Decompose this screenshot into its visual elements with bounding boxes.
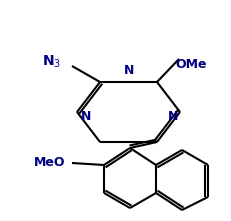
- Text: N: N: [168, 109, 178, 122]
- Text: OMe: OMe: [175, 59, 207, 72]
- Text: N: N: [124, 65, 134, 78]
- Text: MeO: MeO: [34, 156, 66, 170]
- Text: N: N: [81, 109, 91, 122]
- Text: N$_3$: N$_3$: [43, 54, 62, 70]
